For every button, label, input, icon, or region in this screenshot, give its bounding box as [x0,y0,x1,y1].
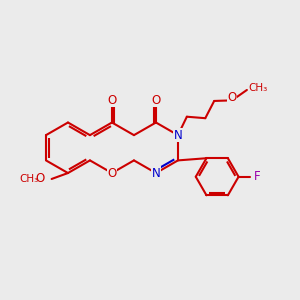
Text: N: N [152,167,160,179]
Text: N: N [174,129,182,142]
Text: O: O [151,94,160,107]
Text: O: O [36,172,45,185]
Text: O: O [107,94,117,107]
Text: CH₃: CH₃ [19,174,38,184]
Text: CH₃: CH₃ [248,83,268,94]
Text: O: O [107,167,117,179]
Text: O: O [227,92,237,104]
Text: F: F [254,170,260,183]
